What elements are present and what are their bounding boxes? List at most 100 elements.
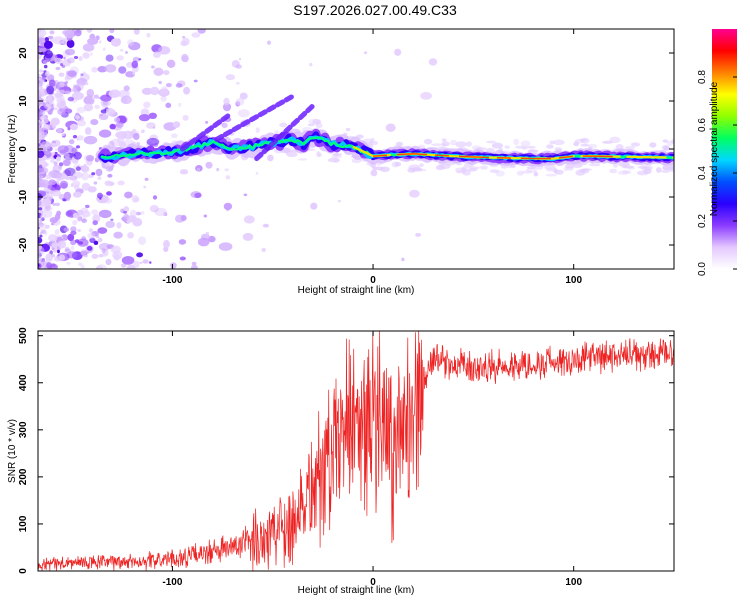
snr-x-tick-label: -100 [162,577,182,588]
spectrogram-noise-blob [96,265,103,269]
spectrogram-haze-blob [525,168,537,173]
spectrogram-haze-blob [411,167,423,172]
spectrogram-noise-blob [370,169,378,177]
spectrogram-noise-blob [54,229,60,235]
spectrogram-noise-blob [123,213,130,221]
spectrogram-noise-blob [59,180,69,189]
spectrogram-noise-blob [44,118,49,124]
spectrogram-noise-blob [51,254,56,258]
snr-panel: -100 0 100 0 100 200 300 400 500 Height of stra… [7,327,675,596]
spectrogram-noise-blob [109,29,115,34]
spectrogram-noise-blob [138,236,147,245]
spectrogram-noise-blob [385,123,396,132]
spectrogram-noise-blob [309,62,313,67]
spectrogram-noise-blob [72,135,78,139]
spectrogram-noise-blob [73,56,79,59]
spectrogram-noise-blob [363,51,368,54]
spectrogram-noise-blob [181,53,189,63]
spectrogram-noise-blob [193,79,198,83]
spectrogram-noise-blob [261,247,267,253]
spectrogram-y-tick-label: 10 [18,95,29,107]
spectrogram-noise-blob [57,240,67,249]
spectrogram-haze-blob [476,147,487,151]
spectrogram-noise-blob [139,261,143,264]
spectrogram-noise-blob [113,231,123,239]
spectrogram-noise-blob [81,165,90,173]
spectrogram-haze-blob [379,166,390,172]
spectrogram-noise-blob [113,117,121,123]
spectrogram-noise-blob [73,151,82,160]
spectrogram-noise-blob [75,166,81,171]
spectrogram-haze-blob [602,140,613,144]
snr-x-tick-label: 0 [370,577,376,588]
spectrogram-noise-blob [83,103,94,112]
spectrogram-noise-blob [225,175,231,180]
spectrogram-noise-blob [181,55,189,63]
spectrogram-haze-blob [441,141,450,147]
spectrogram-haze-blob [489,169,500,173]
spectrogram-noise-blob [82,71,86,75]
spectrogram-noise-blob [143,101,151,109]
spectrogram-noise-blob [58,193,66,200]
spectrogram-haze-blob [609,168,618,174]
spectrogram-streak [254,103,316,162]
spectrogram-haze-blob [419,163,424,168]
spectrogram-noise-blob [38,56,41,60]
spectrogram-noise-blob [64,152,70,159]
spectrogram-noise-blob [133,29,140,35]
spectrogram-noise-blob [48,207,53,211]
spectrogram-noise-blob [133,197,140,203]
spectrogram-noise-blob [222,102,232,112]
spectrogram-noise-blob [124,191,133,199]
spectrogram-noise-blob [87,186,97,193]
spectrogram-noise-blob [113,254,120,261]
spectrogram-noise-blob [64,76,70,81]
spectrogram-noise-blob [72,220,78,226]
spectrogram-noise-blob [116,222,122,229]
spectrogram-streak [214,93,296,142]
spectrogram-noise-blob [81,172,89,181]
spectrogram-noise-blob [47,110,53,115]
spectrogram-noise-blob [415,233,422,237]
spectrogram-noise-blob [38,207,43,211]
spectrogram-noise-blob [205,161,213,169]
spectrogram-noise-blob [99,113,103,117]
spectrogram-noise-blob [38,121,43,127]
spectrogram-noise-blob [64,90,71,95]
spectrogram-noise-blob [173,121,181,128]
spectrogram-noise-blob [235,81,240,85]
spectrogram-noise-blob [70,230,77,236]
spectrogram-haze-blob [455,167,466,173]
spectrogram-noise-blob [77,119,86,127]
spectrogram-noise-blob [121,263,127,268]
spectrogram-noise-blob [205,120,209,124]
spectrogram-noise-blob [83,253,88,258]
spectrogram-noise-blob [42,124,51,131]
spectrogram-haze-blob [581,137,590,144]
spectrogram-noise-blob [41,198,52,207]
spectrogram-noise-blob [41,168,47,173]
spectrogram-noise-blob [51,104,54,107]
spectrogram-haze-blob [480,165,488,170]
spectrogram-noise-blob [78,56,83,61]
spectrogram-noise-blob [102,47,106,51]
spectrogram-noise-blob [53,161,58,166]
spectrogram-noise-blob [103,249,109,256]
spectrogram-noise-blob [85,204,90,209]
spectrogram-noise-blob [50,159,55,163]
spectrogram-noise-blob [152,126,155,129]
spectrogram-noise-blob [55,58,61,63]
spectrogram-haze-blob [549,140,555,145]
spectrogram-noise-blob [225,74,235,81]
spectrogram-noise-blob [38,175,43,181]
spectrogram-noise-blob [143,185,147,189]
spectrogram-noise-blob [67,57,75,64]
spectrogram-noise-blob [78,241,84,245]
spectrogram-noise-blob [38,183,41,187]
spectrogram-noise-blob [52,202,57,206]
spectrogram-noise-blob [115,122,124,128]
spectrogram-noise-blob [166,59,176,68]
spectrogram-noise-blob [138,114,151,122]
